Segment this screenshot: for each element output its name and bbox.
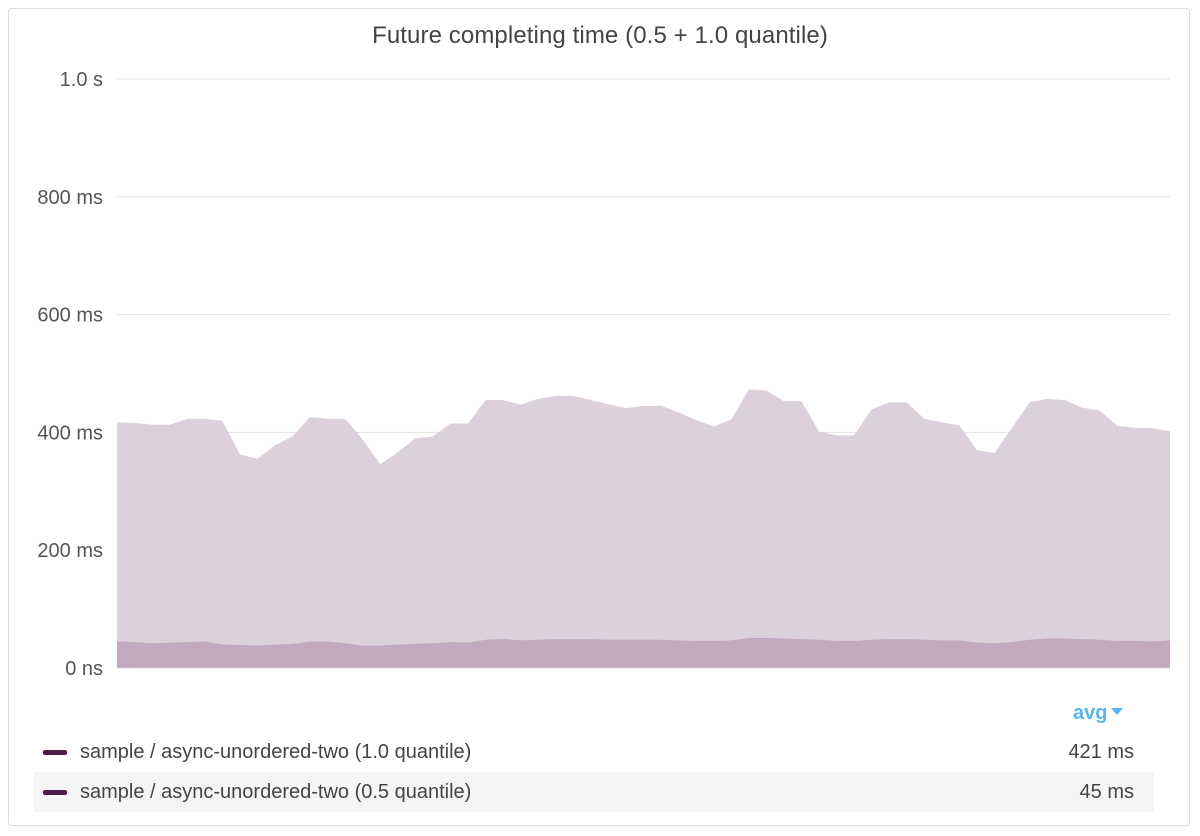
legend-value: 421 ms [1068,741,1134,763]
y-tick-label: 800 ms [37,187,103,209]
legend: sample / async-unordered-two (1.0 quanti… [34,732,1154,812]
y-tick-label: 600 ms [37,305,103,327]
legend-value: 45 ms [1079,781,1134,803]
legend-label: sample / async-unordered-two (0.5 quanti… [80,781,472,803]
aggregation-label: avg [1073,702,1108,724]
y-tick-label: 200 ms [37,540,103,562]
series-area-0 [117,389,1170,668]
legend-row-median[interactable]: sample / async-unordered-two (0.5 quanti… [34,772,1154,812]
y-tick-label: 0 ns [65,658,103,680]
chart-areas [117,389,1170,668]
y-tick-label: 1.0 s [60,69,103,91]
series-swatch-icon [43,750,67,755]
chart-title: Future completing time (0.5 + 1.0 quanti… [372,22,828,49]
series-swatch-icon [43,790,67,795]
y-tick-label: 400 ms [37,422,103,444]
series-area-1 [117,637,1170,668]
legend-label: sample / async-unordered-two (1.0 quanti… [80,741,472,763]
legend-row-max[interactable]: sample / async-unordered-two (1.0 quanti… [34,732,1154,772]
y-axis-ticks: 0 ns 200 ms 400 ms 600 ms 800 ms 1.0 s [37,69,103,680]
caret-down-icon [1111,708,1124,716]
aggregation-dropdown[interactable]: avg [1073,702,1124,725]
